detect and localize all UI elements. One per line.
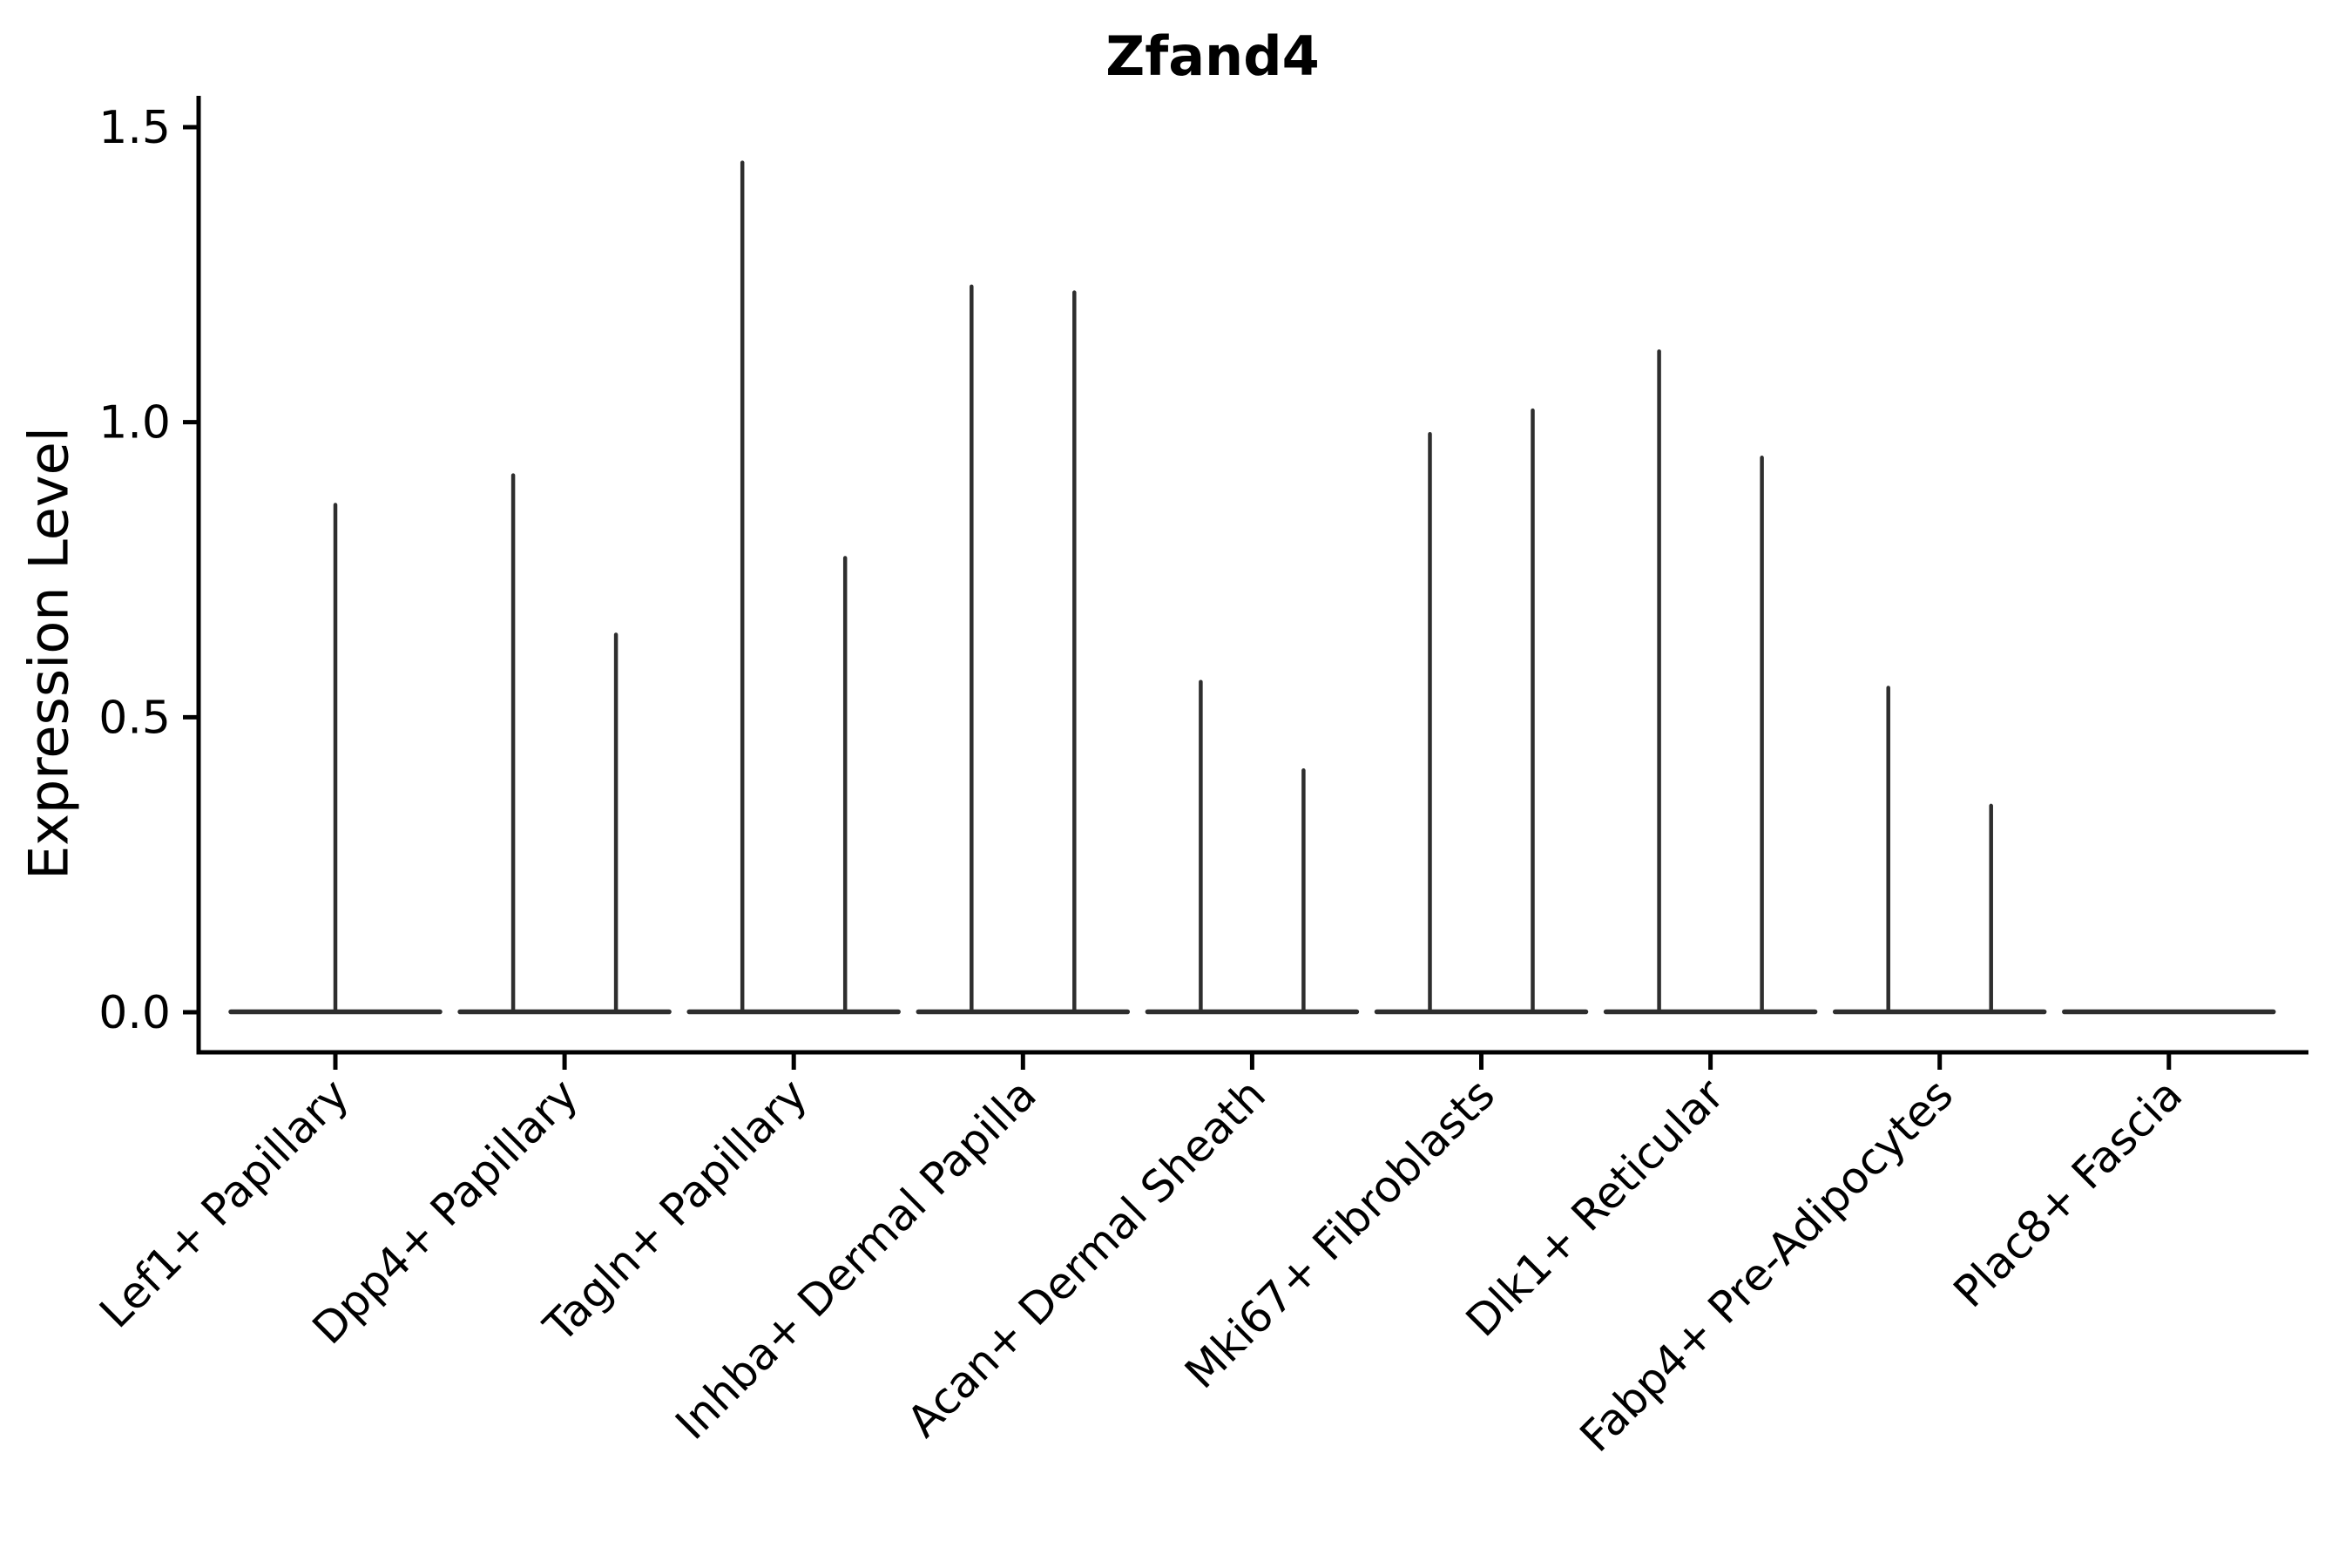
y-tick-label: 0.0: [98, 987, 171, 1039]
y-axis-label: Expression Level: [17, 427, 81, 880]
y-tick-label: 0.5: [98, 692, 171, 744]
x-tick-label: Fabp4+ Pre-Adipocytes: [1571, 1069, 1963, 1462]
chart-title: Zfand4: [1105, 24, 1320, 88]
y-tick-label: 1.0: [98, 397, 171, 449]
y-tick-label: 1.5: [98, 102, 171, 154]
x-tick-label: Plac8+ Fascia: [1944, 1069, 2193, 1317]
x-tick-label: Lef1+ Papillary: [90, 1069, 358, 1337]
